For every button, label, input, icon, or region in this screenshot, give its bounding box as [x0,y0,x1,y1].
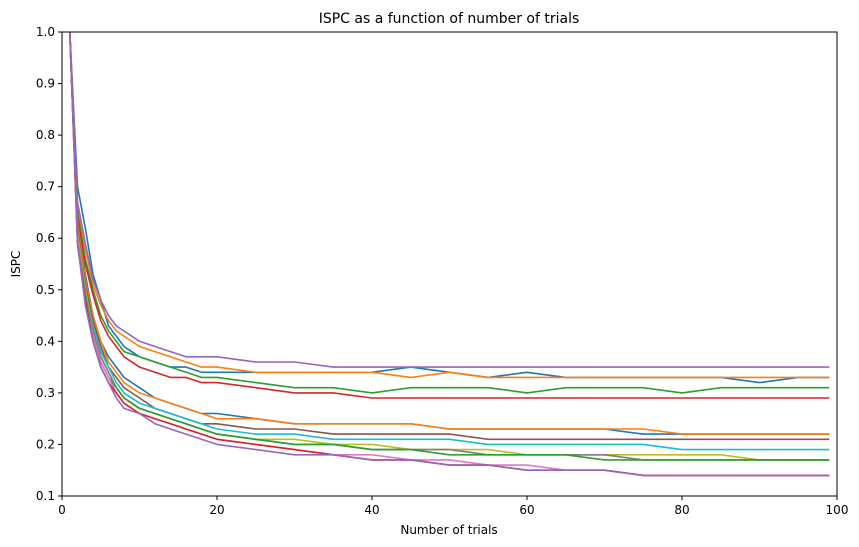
chart-title: ISPC as a function of number of trials [319,11,580,27]
series-line-9 [69,32,830,451]
series-line-8 [69,32,830,441]
y-tick-label: 0.7 [36,180,55,194]
series-line-6 [69,32,830,435]
x-tick-label: 80 [674,503,689,517]
series-line-14 [69,32,830,477]
y-tick-label: 0.3 [36,386,55,400]
y-tick-label: 0.9 [36,77,55,91]
y-axis-label: ISPC [9,251,23,278]
y-tick-label: 0.5 [36,283,55,297]
y-tick-label: 0.4 [36,334,55,348]
series-line-11 [69,32,830,461]
y-tick-label: 0.8 [36,128,55,142]
x-tick-label: 20 [209,503,224,517]
series-lines [69,32,830,477]
y-tick-label: 0.2 [36,437,55,451]
series-line-3 [69,32,830,394]
x-axis-ticks: 0 20 40 60 80 100 [58,496,848,517]
series-line-13 [69,32,830,477]
series-line-10 [69,32,830,461]
series-line-2 [69,32,830,379]
series-line-7 [69,32,830,435]
x-tick-label: 60 [519,503,534,517]
series-line-1 [69,32,830,384]
y-axis-ticks: 0.1 0.2 0.3 0.4 0.5 0.6 0.7 0.8 0.9 1.0 [36,25,62,503]
y-tick-label: 0.6 [36,231,55,245]
series-line-5 [69,32,830,368]
x-tick-label: 0 [58,503,66,517]
series-line-4 [69,32,830,399]
y-tick-label: 0.1 [36,489,55,503]
series-line-15 [69,32,830,477]
plot-area-frame [61,31,838,497]
x-tick-label: 100 [826,503,849,517]
x-tick-label: 40 [364,503,379,517]
series-line-12 [69,32,830,461]
y-tick-label: 1.0 [36,25,55,39]
x-axis-label: Number of trials [400,523,497,537]
